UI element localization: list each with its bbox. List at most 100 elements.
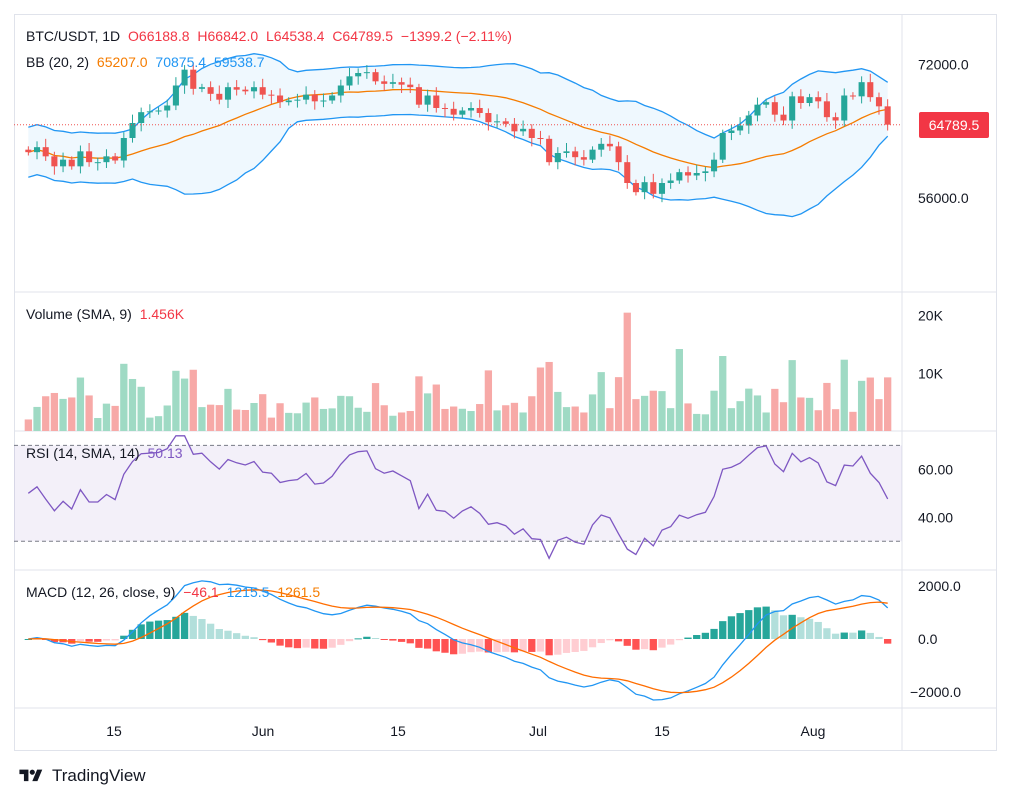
macd-histogram-bar — [719, 621, 727, 639]
volume-bar — [233, 409, 241, 431]
macd-histogram-bar — [285, 639, 293, 648]
volume-bar — [293, 413, 302, 431]
volume-bar — [762, 412, 770, 431]
macd-histogram-bar — [857, 630, 866, 639]
volume-bar — [519, 412, 527, 431]
macd-histogram-bar — [476, 639, 484, 652]
candle-body — [511, 123, 518, 132]
macd-histogram-bar — [85, 639, 93, 642]
volume-bar — [805, 397, 814, 431]
volume-bar — [189, 369, 197, 431]
candle-body — [589, 149, 596, 160]
volume-bar — [380, 405, 388, 431]
volume-bar — [371, 383, 380, 431]
high-value: H66842.0 — [197, 28, 259, 44]
volume-bar — [831, 409, 840, 431]
volume-bar — [423, 393, 432, 431]
macd-histogram-bar — [154, 620, 163, 639]
candle-body — [580, 157, 587, 160]
volume-bar — [24, 419, 32, 431]
symbol-label[interactable]: BTC/USDT, 1D — [26, 28, 121, 44]
candle-body — [693, 173, 700, 176]
volume-bar — [632, 399, 640, 431]
macd-histogram-bar — [206, 623, 215, 639]
volume-bar — [701, 414, 710, 431]
candle-body — [337, 85, 344, 96]
macd-tick-label: −2000.0 — [910, 684, 961, 700]
candle-body — [190, 69, 197, 89]
macd-histogram-bar — [276, 639, 284, 646]
volume-bar — [545, 361, 553, 431]
candle-body — [789, 96, 796, 121]
candle-body — [268, 94, 275, 96]
macd-histogram-bar — [528, 639, 536, 652]
volume-label[interactable]: Volume (SMA, 9) — [26, 306, 132, 322]
volume-bar — [710, 390, 718, 431]
candle-body — [355, 73, 362, 77]
bb-basis-value: 65207.0 — [96, 54, 148, 70]
volume-bar — [536, 367, 545, 431]
volume-tick-label: 20K — [918, 308, 944, 324]
macd-histogram-bar — [658, 639, 666, 648]
candle-body — [372, 72, 379, 82]
volume-bar — [884, 377, 892, 431]
volume-bar — [154, 416, 163, 431]
candle-body — [728, 130, 735, 133]
candle-body — [294, 99, 301, 101]
macd-histogram-bar — [102, 639, 111, 641]
candle-body — [459, 110, 466, 115]
volume-bar — [450, 406, 458, 431]
macd-histogram-bar — [345, 639, 354, 642]
volume-bar — [736, 401, 744, 431]
macd-histogram-bar — [884, 639, 892, 644]
macd-histogram-bar — [250, 637, 258, 639]
rsi-band-fill — [14, 445, 902, 542]
macd-histogram-bar — [580, 639, 588, 651]
volume-bar — [753, 395, 762, 431]
volume-bar — [788, 360, 796, 431]
candle-body — [198, 87, 205, 89]
candle-body — [494, 121, 501, 123]
rsi-label[interactable]: RSI (14, SMA, 14) — [26, 445, 140, 461]
candle-body — [875, 97, 883, 107]
volume-bar — [50, 392, 59, 431]
candle-body — [711, 159, 718, 172]
macd-label[interactable]: MACD (12, 26, close, 9) — [26, 584, 176, 600]
candle-body — [615, 146, 622, 163]
candle-body — [320, 100, 327, 102]
macd-histogram-bar — [94, 639, 102, 642]
macd-histogram-bar — [120, 635, 128, 639]
candle-body — [563, 151, 570, 153]
volume-bar — [206, 404, 215, 431]
macd-histogram-bar — [710, 628, 718, 639]
macd-histogram-bar — [467, 639, 475, 653]
macd-histogram-bar — [458, 639, 466, 654]
volume-bar — [510, 402, 519, 431]
time-tick-label: Jul — [529, 723, 547, 739]
macd-histogram-bar — [510, 639, 519, 653]
volume-bar — [354, 407, 362, 431]
last-price-tag: 64789.5 — [919, 111, 989, 138]
candle-body — [467, 108, 475, 111]
candle-body — [528, 128, 535, 138]
bb-label[interactable]: BB (20, 2) — [26, 54, 90, 70]
volume-bar — [797, 397, 805, 431]
candle-body — [433, 95, 440, 108]
chart-canvas[interactable]: 72000.0 56000.0 20K 10K 60.00 40.00 2000.0 0.0 −… — [14, 14, 997, 751]
candle-body — [363, 72, 370, 74]
candle-body — [120, 138, 127, 161]
tradingview-brand[interactable]: TradingView — [16, 766, 146, 786]
macd-histogram-bar — [76, 639, 85, 642]
brand-name: TradingView — [52, 766, 146, 785]
volume-bar — [554, 391, 562, 431]
candle-body — [476, 108, 483, 113]
candle-body — [112, 156, 119, 161]
rsi-tick-label: 60.00 — [918, 461, 953, 477]
candle-body — [658, 183, 666, 194]
candle-body — [598, 143, 605, 150]
macd-histogram-bar — [649, 639, 657, 651]
candle-body — [94, 162, 101, 164]
macd-histogram-bar — [432, 639, 440, 652]
bb-lower-value: 59538.7 — [213, 54, 265, 70]
candle-body — [537, 138, 544, 139]
